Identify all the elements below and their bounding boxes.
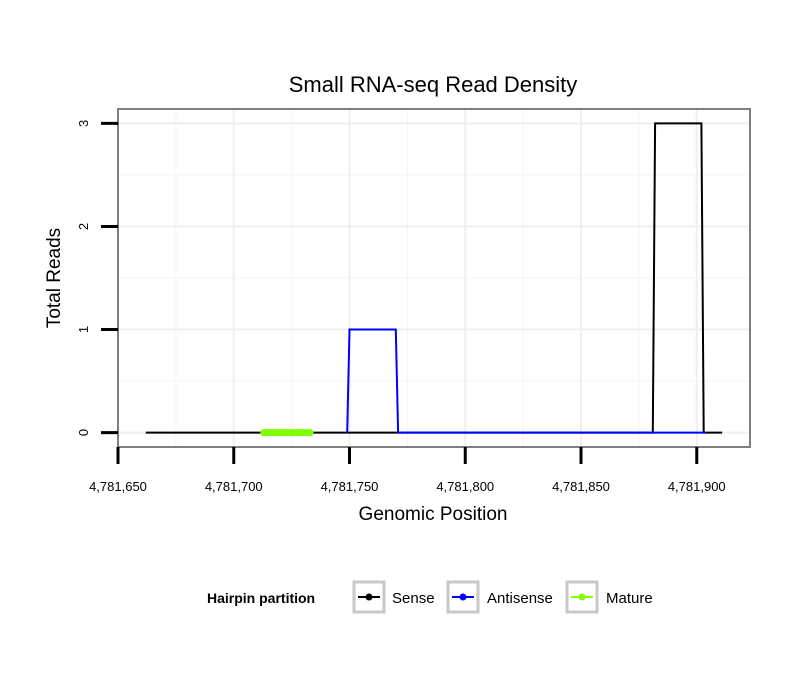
y-axis-label: Total Reads bbox=[44, 228, 65, 328]
x-axis-label: Genomic Position bbox=[359, 504, 508, 525]
legend-label-sense: Sense bbox=[392, 590, 435, 607]
legend-title: Hairpin partition bbox=[207, 590, 315, 606]
legend-item-mature: Mature bbox=[565, 580, 653, 614]
plot-border bbox=[117, 108, 751, 448]
y-tick-label: 3 bbox=[76, 120, 91, 127]
legend-item-antisense: Antisense bbox=[446, 580, 553, 614]
y-tick-label: 2 bbox=[76, 223, 91, 230]
legend-swatch-dot-antisense bbox=[459, 593, 467, 601]
legend-swatch-dot-mature bbox=[578, 593, 586, 601]
x-tick-label: 4,781,650 bbox=[89, 479, 147, 494]
y-axis: 0 1 2 3 bbox=[76, 120, 118, 436]
x-tick-label: 4,781,750 bbox=[321, 479, 379, 494]
x-tick-label: 4,781,850 bbox=[552, 479, 610, 494]
legend-label-antisense: Antisense bbox=[487, 590, 553, 607]
legend: Hairpin partition Sense Antisense Mature bbox=[207, 580, 653, 614]
x-tick-label: 4,781,800 bbox=[436, 479, 494, 494]
x-axis: 4,781,650 4,781,700 4,781,750 4,781,800 4,78… bbox=[89, 447, 726, 494]
y-tick-label: 0 bbox=[76, 429, 91, 436]
chart-title: Small RNA-seq Read Density bbox=[289, 72, 578, 97]
data-series bbox=[145, 122, 723, 437]
y-tick-label: 1 bbox=[76, 326, 91, 333]
legend-label-mature: Mature bbox=[606, 590, 653, 607]
x-tick-label: 4,781,900 bbox=[668, 479, 726, 494]
x-tick-label: 4,781,700 bbox=[205, 479, 263, 494]
series-line-antisense bbox=[346, 328, 706, 434]
legend-swatch-dot-sense bbox=[365, 593, 373, 601]
legend-item-sense: Sense bbox=[352, 580, 435, 614]
